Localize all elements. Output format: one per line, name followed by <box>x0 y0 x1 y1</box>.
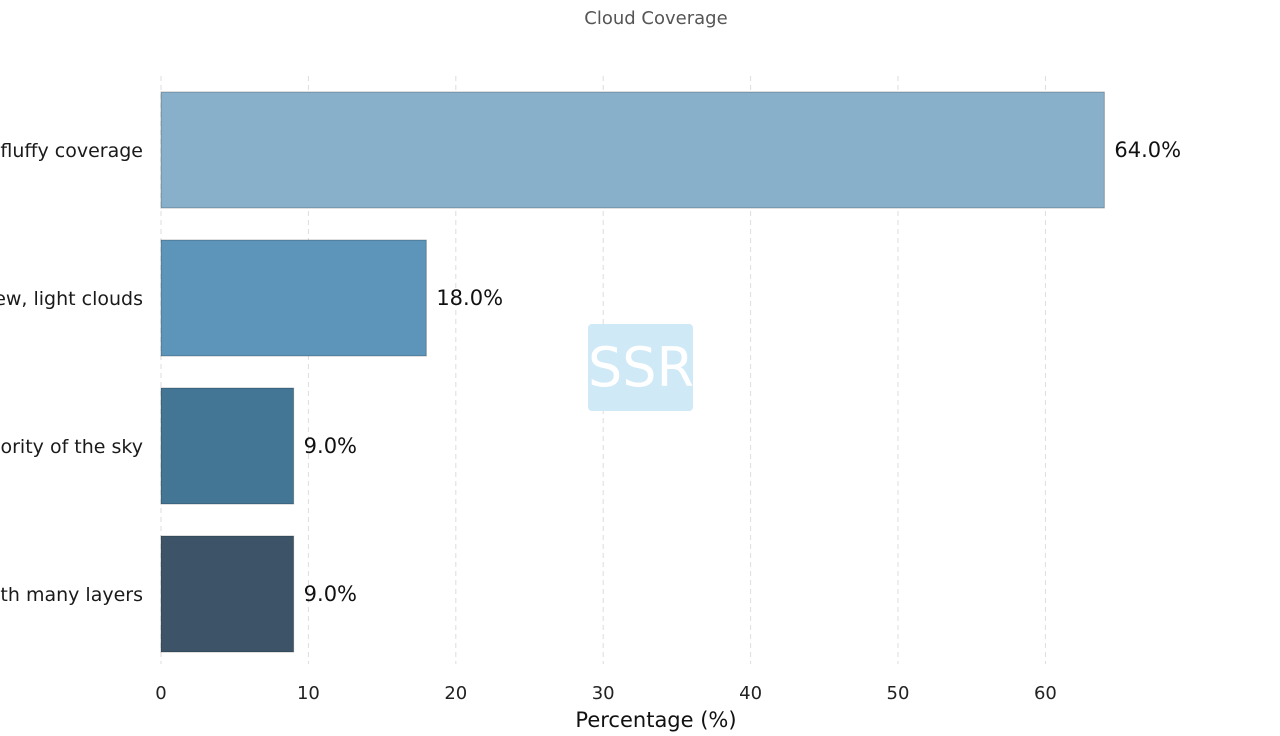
x-tick-label: 60 <box>1034 683 1057 704</box>
category-label: fluffy coverage <box>0 140 143 162</box>
bars <box>160 91 1105 653</box>
x-axis-title: Percentage (%) <box>575 708 736 732</box>
x-tick-label: 10 <box>297 683 320 704</box>
x-tick-label: 50 <box>887 683 910 704</box>
bar <box>160 91 1105 209</box>
category-labels: fluffy coverage ew, light clouds ority of … <box>0 140 143 606</box>
data-label: 64.0% <box>1114 138 1181 162</box>
x-tick-label: 20 <box>444 683 467 704</box>
watermark-badge <box>588 324 693 411</box>
data-label: 9.0% <box>304 582 357 606</box>
x-tick-labels: 0 10 20 30 40 50 60 <box>155 683 1057 704</box>
bar <box>160 535 295 653</box>
x-tick-label: 0 <box>155 683 166 704</box>
chart-title: Cloud Coverage <box>584 8 728 29</box>
watermark-text: SSR <box>588 336 695 399</box>
category-label: ority of the sky <box>1 436 144 458</box>
data-label: 9.0% <box>304 434 357 458</box>
category-label: th many layers <box>0 584 143 606</box>
bar <box>160 239 427 357</box>
x-tick-label: 30 <box>592 683 615 704</box>
value-labels: 64.0% 18.0% 9.0% 9.0% <box>304 138 1181 606</box>
category-label: ew, light clouds <box>0 288 143 310</box>
bar <box>160 387 295 505</box>
data-label: 18.0% <box>436 286 503 310</box>
x-tick-label: 40 <box>739 683 762 704</box>
